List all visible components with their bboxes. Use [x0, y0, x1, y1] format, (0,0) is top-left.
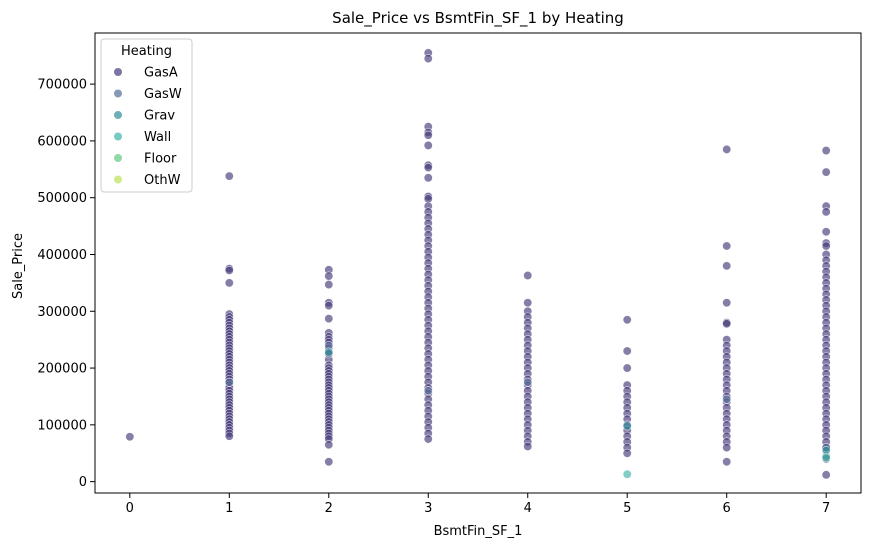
x-tick-label: 4 [524, 501, 532, 516]
x-tick-label: 7 [822, 501, 830, 516]
data-point-gasa [324, 314, 334, 324]
data-point-gasa [622, 448, 632, 458]
data-point-wall [622, 469, 632, 479]
data-point-gasa [423, 434, 433, 444]
data-point-gasa [224, 265, 234, 275]
legend-marker [114, 68, 122, 76]
y-tick-label: 300000 [37, 305, 87, 320]
data-point-gasa [821, 470, 831, 480]
data-point-grav [622, 421, 632, 431]
legend-marker [114, 175, 122, 184]
y-tick-label: 500000 [37, 191, 87, 206]
data-point-wall [821, 453, 831, 463]
legend-entry-label: Grav [144, 109, 175, 124]
data-point-gasa [722, 457, 732, 467]
legend-entry-label: GasW [144, 87, 182, 102]
data-point-gasw [722, 394, 732, 404]
x-tick-label: 0 [126, 501, 134, 516]
legend-marker [114, 132, 122, 141]
y-tick-label: 100000 [37, 418, 87, 433]
x-tick-label: 2 [325, 501, 333, 516]
data-point-gasa [821, 167, 831, 177]
data-point-gasa [523, 441, 533, 451]
y-tick-label: 600000 [37, 134, 87, 149]
data-point-gasa [722, 443, 732, 453]
data-point-gasa [722, 144, 732, 154]
y-tick-label: 400000 [37, 248, 87, 263]
legend-entry-label: GasA [144, 66, 178, 81]
data-point-gasa [722, 261, 732, 271]
y-tick-label: 700000 [37, 78, 87, 93]
legend-entry-label: Wall [144, 130, 171, 145]
data-point-gasa [324, 457, 334, 467]
data-point-gasa [523, 298, 533, 308]
data-point-gasa [622, 346, 632, 356]
data-point-gasa [523, 270, 533, 280]
legend: Heating GasA GasW Grav Wall Floor OthW [100, 38, 193, 193]
data-point-gasa [224, 278, 234, 288]
legend-title: Heating [121, 44, 172, 59]
data-point-gasa [722, 319, 732, 329]
data-point-gasa [423, 54, 433, 64]
legend-entry-label: Floor [144, 152, 177, 167]
y-tick-label: 0 [79, 475, 87, 490]
y-tick-label: 200000 [37, 362, 87, 377]
data-point-gasa [324, 301, 334, 311]
data-point-gasa [125, 432, 135, 442]
data-point-grav [324, 347, 334, 357]
x-axis-label: BsmtFin_SF_1 [434, 524, 523, 539]
legend-entry-label: OthW [144, 173, 181, 188]
data-point-gasa [224, 431, 234, 441]
data-point-gasa [324, 280, 334, 290]
data-point-gasa [622, 315, 632, 325]
data-point-gasw [224, 377, 234, 387]
plot-area: 0 1 2 3 4 5 6 7 0 100000 200000 300000 400000 500000 6… [37, 32, 862, 516]
x-tick-label: 6 [723, 501, 731, 516]
data-point-gasw [523, 377, 533, 387]
data-point-gasa [722, 298, 732, 308]
x-tick-label: 3 [424, 501, 432, 516]
data-point-gasa [423, 173, 433, 183]
legend-box [100, 38, 193, 193]
data-point-gasa [423, 130, 433, 140]
data-point-gasa [324, 440, 334, 450]
data-point-gasa [821, 241, 831, 251]
legend-marker [114, 154, 122, 162]
data-point-gasa [324, 271, 334, 281]
data-point-gasa [423, 163, 433, 173]
data-point-gasa [622, 363, 632, 373]
data-point-gasa [821, 227, 831, 237]
data-point-gasa [821, 146, 831, 156]
data-point-gasa [722, 241, 732, 251]
data-point-gasa [423, 140, 433, 150]
data-point-gasa [224, 171, 234, 181]
x-tick-label: 1 [225, 501, 233, 516]
data-point-gasa [821, 207, 831, 217]
chart-title: Sale_Price vs BsmtFin_SF_1 by Heating [332, 9, 624, 28]
x-tick-label: 5 [623, 501, 631, 516]
legend-marker [114, 89, 122, 98]
data-point-gasw [423, 386, 433, 396]
plot-frame [94, 32, 862, 494]
y-axis-label: Sale_Price [11, 233, 26, 299]
legend-marker [114, 111, 122, 119]
